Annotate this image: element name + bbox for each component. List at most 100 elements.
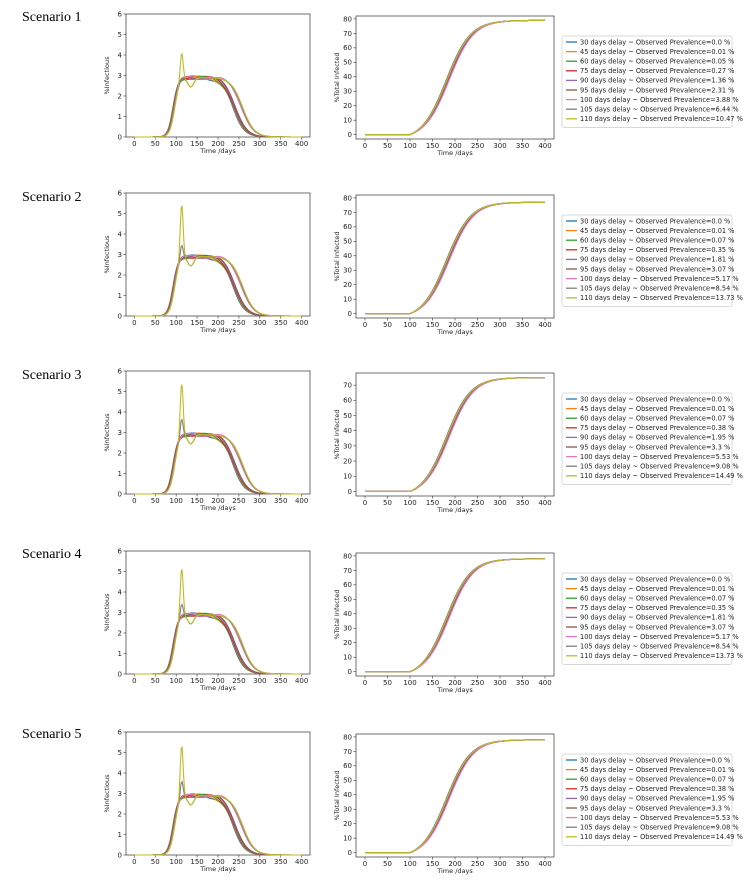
total-infected-chart-2-frame xyxy=(355,194,555,319)
infectious-chart-3-ytick-label-3: 3 xyxy=(118,429,122,437)
infectious-chart-1-xtick-label-7: 350 xyxy=(274,140,287,148)
total-infected-chart-4-xtick-label-6: 300 xyxy=(493,679,506,687)
infectious-chart-4-xtick-label-2: 100 xyxy=(169,677,182,685)
total-infected-chart-2-ytick-label-5: 50 xyxy=(343,238,352,246)
total-infected-chart-3-xtick-label-7: 350 xyxy=(516,499,529,507)
infectious-chart-1-ylabel: %Infectious xyxy=(103,56,111,95)
total-infected-chart-5-xtick-label-6: 300 xyxy=(493,860,506,868)
total-infected-chart-2-xtick-label-4: 200 xyxy=(448,321,461,329)
total-infected-chart-4-ytick-label-8: 80 xyxy=(343,552,352,560)
total-infected-chart-5-ytick-label-1: 10 xyxy=(343,835,352,843)
infectious-chart-5-xlabel: Time /days xyxy=(199,865,236,873)
legend-entry-5-3: 75 days delay ~ Observed Prevalence=0.38… xyxy=(580,785,734,793)
infectious-chart-3-ytick-label-0: 0 xyxy=(118,490,122,498)
total-infected-chart-3-series-110 xyxy=(365,377,546,492)
total-infected-chart-5-ylabel: %Total Infected xyxy=(333,771,341,821)
scenario-label-3: Scenario 3 xyxy=(22,368,82,383)
total-infected-chart-5-xtick-label-1: 50 xyxy=(383,860,392,868)
infectious-chart-1-xtick-label-3: 150 xyxy=(190,140,203,148)
infectious-chart-2-xtick-label-0: 0 xyxy=(132,319,136,327)
total-infected-chart-1-xtick-label-3: 150 xyxy=(426,142,439,150)
infectious-chart-2: 0 50 100 150 200 250 300 350 400 0 1 2 3 4 5 6 Time /day… xyxy=(103,189,311,334)
infectious-chart-1-ytick-label-5: 5 xyxy=(118,31,122,39)
infectious-chart-5-ytick-label-4: 4 xyxy=(118,769,123,777)
infectious-chart-5-xtick-label-4: 200 xyxy=(211,858,224,866)
total-infected-chart-1-xtick-label-0: 0 xyxy=(363,142,367,150)
legend-entry-2-1: 45 days delay ~ Observed Prevalence=0.01… xyxy=(580,227,734,235)
total-infected-chart-4-ytick-label-1: 10 xyxy=(343,654,352,662)
legend-entry-1-8: 110 days delay ~ Observed Prevalence=10.… xyxy=(580,115,743,123)
infectious-chart-4-ytick-label-2: 2 xyxy=(118,629,122,637)
total-infected-chart-2-xtick-label-3: 150 xyxy=(426,321,439,329)
infectious-chart-3: 0 50 100 150 200 250 300 350 400 0 1 2 3 4 5 6 Time /day… xyxy=(103,367,311,512)
total-infected-chart-5-xtick-label-3: 150 xyxy=(426,860,439,868)
infectious-chart-3-frame xyxy=(125,370,311,495)
total-infected-chart-2-xtick-label-8: 400 xyxy=(538,321,551,329)
legend-entry-1-0: 30 days delay ~ Observed Prevalence=0.0 … xyxy=(580,38,730,46)
legend-box-2 xyxy=(561,214,733,307)
total-infected-chart-3-ytick-label-5: 50 xyxy=(343,412,352,420)
infectious-chart-1-xlabel: Time /days xyxy=(199,147,236,155)
legend-entry-4-5: 95 days delay ~ Observed Prevalence=3.07… xyxy=(580,623,734,631)
infectious-chart-5-xtick-label-5: 250 xyxy=(232,858,245,866)
infectious-chart-4-ytick-label-5: 5 xyxy=(118,568,122,576)
total-infected-chart-1-ylabel: %Total Infected xyxy=(333,53,341,103)
infectious-chart-5-ylabel: %Infectious xyxy=(103,774,111,813)
total-infected-chart-1-frame xyxy=(355,15,555,140)
total-infected-chart-1-xtick-label-1: 50 xyxy=(383,142,392,150)
legend-scenario-3: 30 days delay ~ Observed Prevalence=0.0 … xyxy=(561,392,743,485)
legend-entry-5-6: 100 days delay ~ Observed Prevalence=5.5… xyxy=(580,814,739,822)
total-infected-chart-2-xtick-label-5: 250 xyxy=(471,321,484,329)
total-infected-chart-5-ytick-label-6: 60 xyxy=(343,762,352,770)
total-infected-chart-5-ytick-label-2: 20 xyxy=(343,820,352,828)
total-infected-chart-3-ytick-label-7: 70 xyxy=(343,382,352,390)
total-infected-chart-2-ytick-label-0: 0 xyxy=(348,310,352,318)
infectious-chart-2-ytick-label-3: 3 xyxy=(118,251,122,259)
scenario-label-5: Scenario 5 xyxy=(22,727,82,742)
infectious-chart-5-frame xyxy=(125,731,311,856)
total-infected-chart-1-xtick-label-6: 300 xyxy=(493,142,506,150)
infectious-chart-4-xtick-label-4: 200 xyxy=(211,677,224,685)
infectious-chart-2-frame xyxy=(125,192,311,317)
infectious-chart-5-ytick-label-5: 5 xyxy=(118,749,122,757)
total-infected-chart-4-xtick-label-3: 150 xyxy=(426,679,439,687)
infectious-chart-1-xtick-label-2: 100 xyxy=(169,140,182,148)
total-infected-chart-1-xtick-label-4: 200 xyxy=(448,142,461,150)
legend-entry-3-8: 110 days delay ~ Observed Prevalence=14.… xyxy=(580,472,743,480)
total-infected-chart-3-ytick-label-0: 0 xyxy=(348,488,352,496)
infectious-chart-4-xtick-label-6: 300 xyxy=(253,677,266,685)
total-infected-chart-4-xtick-label-0: 0 xyxy=(363,679,367,687)
legend-entry-4-1: 45 days delay ~ Observed Prevalence=0.01… xyxy=(580,585,734,593)
total-infected-chart-4-ytick-label-6: 60 xyxy=(343,581,352,589)
legend-scenario-1: 30 days delay ~ Observed Prevalence=0.0 … xyxy=(561,35,743,128)
total-infected-chart-4-frame xyxy=(355,552,555,677)
total-infected-chart-1-ytick-label-4: 40 xyxy=(343,73,352,81)
total-infected-chart-1-ytick-label-3: 30 xyxy=(343,88,352,96)
infectious-chart-4-frame xyxy=(125,550,311,675)
total-infected-chart-5-ytick-label-0: 0 xyxy=(348,849,352,857)
legend-entry-2-8: 110 days delay ~ Observed Prevalence=13.… xyxy=(580,294,743,302)
infectious-chart-2-xtick-label-4: 200 xyxy=(211,319,224,327)
total-infected-chart-3-ytick-label-6: 60 xyxy=(343,397,352,405)
total-infected-chart-5-ytick-label-3: 30 xyxy=(343,806,352,814)
legend-entry-5-7: 105 days delay ~ Observed Prevalence=9.0… xyxy=(580,824,739,832)
total-infected-chart-1-ytick-label-0: 0 xyxy=(348,131,352,139)
infectious-chart-1-series-110 xyxy=(134,51,302,138)
infectious-chart-4-xtick-label-1: 50 xyxy=(151,677,160,685)
infectious-chart-4-xlabel: Time /days xyxy=(199,684,236,692)
legend-entry-3-6: 100 days delay ~ Observed Prevalence=5.5… xyxy=(580,453,739,461)
total-infected-chart-2-ylabel: %Total Infected xyxy=(333,232,341,282)
infectious-chart-3-xtick-label-0: 0 xyxy=(132,497,136,505)
legend-entry-4-2: 60 days delay ~ Observed Prevalence=0.07… xyxy=(580,595,734,603)
legend-entry-5-8: 110 days delay ~ Observed Prevalence=14.… xyxy=(580,833,743,841)
total-infected-chart-2-xtick-label-1: 50 xyxy=(383,321,392,329)
legend-scenario-2: 30 days delay ~ Observed Prevalence=0.0 … xyxy=(561,214,743,307)
infectious-chart-2-ylabel: %Infectious xyxy=(103,235,111,274)
infectious-chart-4-ytick-label-6: 6 xyxy=(118,547,123,555)
total-infected-chart-5-ytick-label-5: 50 xyxy=(343,777,352,785)
infectious-chart-5-xtick-label-3: 150 xyxy=(190,858,203,866)
total-infected-chart-1-ytick-label-1: 10 xyxy=(343,117,352,125)
total-infected-chart-5-xtick-label-8: 400 xyxy=(538,860,551,868)
total-infected-chart-2-xlabel: Time /days xyxy=(436,328,473,336)
total-infected-chart-4-xlabel: Time /days xyxy=(436,686,473,694)
